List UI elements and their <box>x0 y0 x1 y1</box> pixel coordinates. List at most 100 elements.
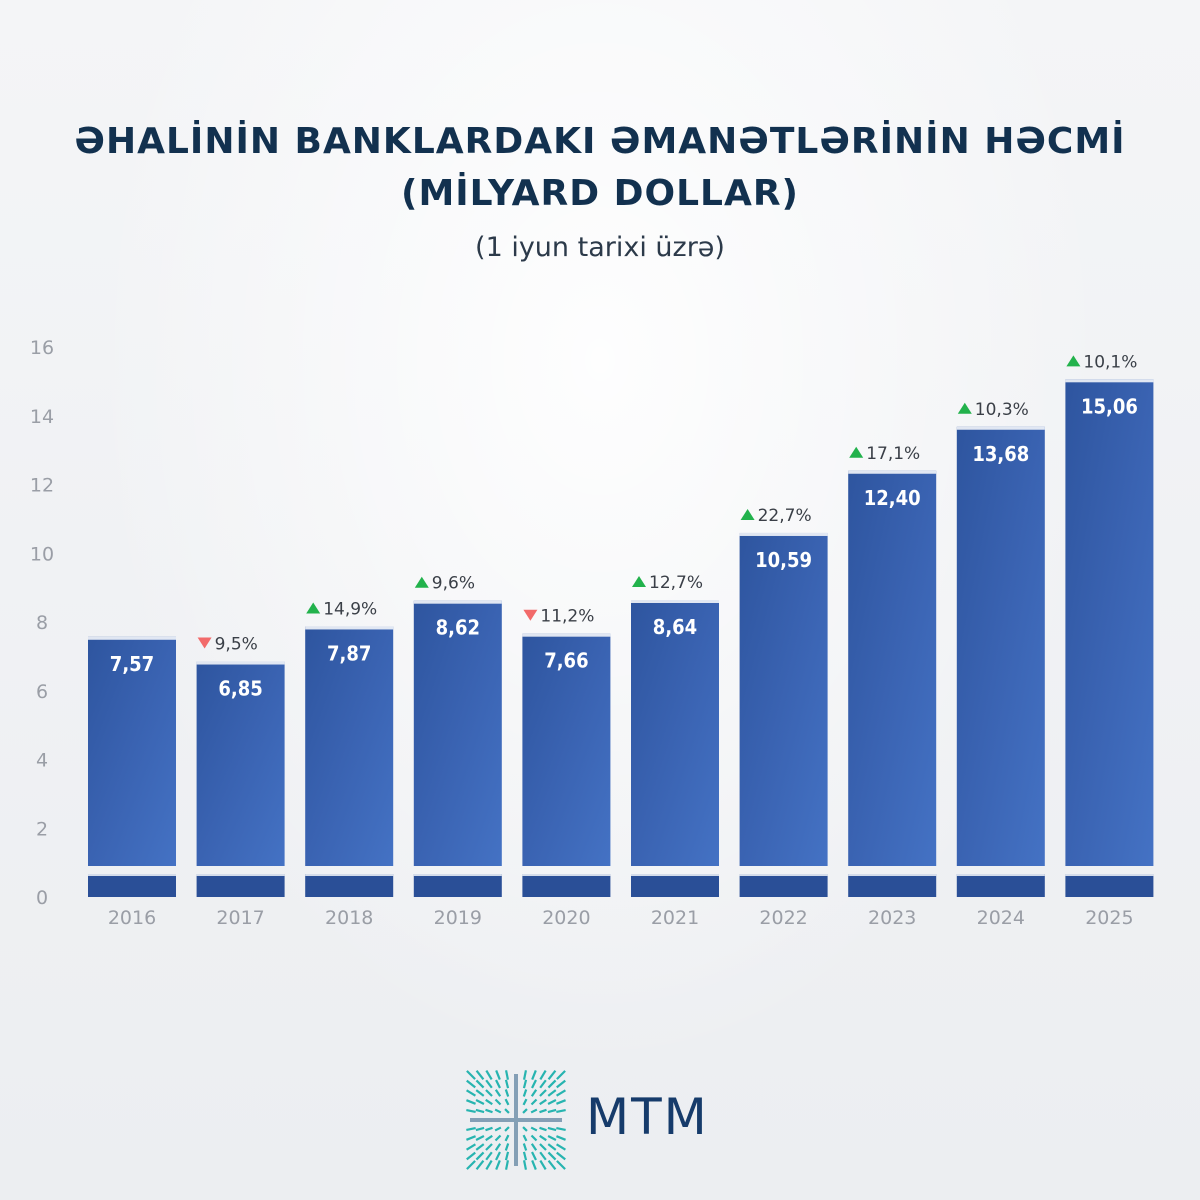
bar <box>88 636 176 866</box>
logo-dash <box>522 1098 528 1106</box>
logo-dash <box>522 1108 528 1114</box>
y-tick-label: 6 <box>36 681 48 703</box>
bar <box>631 600 719 866</box>
logo-dash <box>466 1151 476 1161</box>
logo-dash <box>531 1070 537 1080</box>
bar <box>1065 379 1154 866</box>
logo-dash <box>494 1126 502 1132</box>
logo-dash <box>504 1134 510 1142</box>
logo-dash <box>494 1108 502 1114</box>
logo-dash <box>530 1134 538 1142</box>
x-tick-label: 2018 <box>325 907 373 929</box>
logo-dash <box>495 1079 501 1089</box>
logo-dash <box>556 1070 566 1080</box>
logo-dash <box>485 1134 493 1142</box>
logo-dash <box>475 1160 485 1170</box>
x-tick-label: 2016 <box>108 907 156 929</box>
logo-dash <box>539 1089 547 1097</box>
logo-dash <box>466 1108 476 1114</box>
logo-dash <box>466 1160 476 1170</box>
bar-base <box>1065 874 1154 897</box>
change-indicator: 17,1% <box>849 444 920 464</box>
logo-dash <box>530 1108 538 1114</box>
change-label: 17,1% <box>866 444 920 464</box>
x-tick-label: 2017 <box>216 907 264 929</box>
logo-dash <box>475 1126 485 1132</box>
x-tick-label: 2022 <box>759 907 807 929</box>
logo-dash <box>547 1089 557 1097</box>
x-tick-label: 2020 <box>542 907 590 929</box>
logo-dash <box>485 1151 493 1161</box>
logo-dash <box>494 1098 502 1106</box>
change-label: 22,7% <box>758 506 812 526</box>
bar <box>739 532 828 866</box>
logo-dash <box>475 1089 485 1097</box>
logo-dash <box>485 1126 493 1132</box>
change-indicator: 10,3% <box>957 400 1029 420</box>
logo-dash <box>504 1143 510 1151</box>
logo-dash <box>504 1089 510 1097</box>
logo-dash <box>531 1151 537 1161</box>
bar-base <box>413 874 502 897</box>
bar-value-label: 13,68 <box>972 442 1029 466</box>
logo-dash <box>522 1070 528 1080</box>
bar-highlight <box>413 600 502 604</box>
bar-base <box>88 874 176 897</box>
logo-dash <box>466 1070 476 1080</box>
change-indicator: 14,9% <box>306 599 377 619</box>
bar-highlight <box>848 470 937 474</box>
logo-dash <box>466 1079 476 1089</box>
bar-base-highlight <box>522 874 611 876</box>
logo-dash <box>556 1151 566 1161</box>
logo-dash <box>547 1108 557 1114</box>
y-tick-label: 10 <box>30 543 54 565</box>
bar-value-label: 7,57 <box>110 652 154 676</box>
logo-dash <box>485 1089 493 1097</box>
logo-dash <box>495 1070 501 1080</box>
logo-dash <box>466 1099 476 1105</box>
bar-base-highlight <box>739 874 828 876</box>
logo-dash <box>485 1098 493 1106</box>
y-tick-label: 14 <box>30 406 54 428</box>
logo-dash <box>522 1079 528 1089</box>
logo-dash <box>539 1070 547 1080</box>
bar-value-label: 8,62 <box>436 616 480 640</box>
logo-dash <box>547 1135 557 1141</box>
logo-dash <box>504 1108 510 1114</box>
bar <box>196 661 285 866</box>
chart-subtitle: (1 iyun tarixi üzrə) <box>475 232 725 263</box>
logo-dash <box>556 1099 566 1105</box>
logo-dash <box>547 1070 557 1080</box>
arrow-up-icon <box>632 576 646 587</box>
bar-highlight <box>956 426 1045 430</box>
logo-dash <box>556 1135 566 1141</box>
change-label: 12,7% <box>649 573 703 593</box>
bar-base-highlight <box>631 874 719 876</box>
logo-dash <box>494 1089 502 1097</box>
logo-dash <box>475 1099 485 1105</box>
bar-base-highlight <box>956 874 1045 876</box>
change-indicator: 12,7% <box>632 573 703 593</box>
logo-dash <box>539 1134 547 1142</box>
logo-dash <box>504 1151 510 1161</box>
logo-dash <box>522 1089 528 1097</box>
bar-value-label: 10,59 <box>755 548 812 572</box>
y-tick-label: 4 <box>36 750 48 772</box>
logo-dash <box>530 1098 538 1106</box>
arrow-up-icon <box>306 602 321 614</box>
change-label: 9,5% <box>215 635 258 655</box>
y-tick-label: 0 <box>36 887 48 909</box>
logo-text: MTM <box>586 1088 709 1146</box>
logo-dash <box>504 1079 510 1089</box>
bar-base <box>631 874 719 897</box>
logo-dash <box>522 1143 528 1151</box>
logo-dash <box>475 1143 485 1151</box>
arrow-up-icon <box>849 446 864 458</box>
bar-highlight <box>305 626 394 630</box>
logo-dash <box>504 1070 510 1080</box>
x-tick-label: 2019 <box>434 907 482 929</box>
bar-highlight <box>1065 379 1154 383</box>
arrow-down-icon <box>197 637 212 649</box>
x-tick-label: 2023 <box>868 907 916 929</box>
change-indicator: 10,1% <box>1066 352 1137 372</box>
